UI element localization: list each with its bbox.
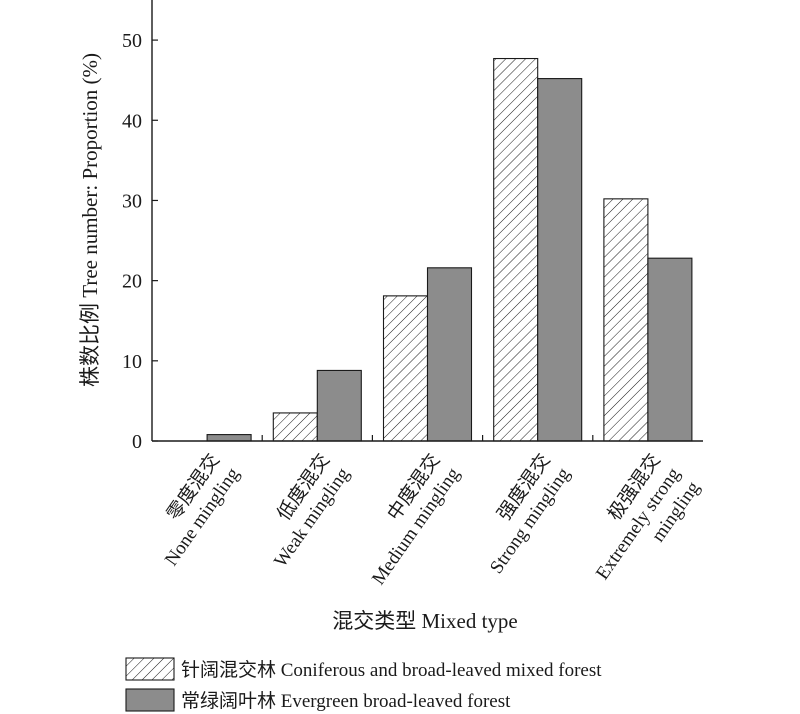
bar-evergreen-forest <box>316 369 362 442</box>
legend-swatch <box>125 657 175 681</box>
y-tick-label: 20 <box>122 271 142 293</box>
y-tick-label: 50 <box>122 30 142 52</box>
legend: 针阔混交林 Coniferous and broad-leaved mixed … <box>125 657 602 712</box>
y-tick-label: 10 <box>122 351 142 373</box>
bar-evergreen-forest <box>206 434 252 442</box>
bar-evergreen-forest <box>537 78 583 442</box>
legend-swatch <box>125 688 175 712</box>
y-tick-label: 40 <box>122 110 142 132</box>
y-tick-label: 0 <box>132 431 142 453</box>
bars-layer <box>206 57 693 442</box>
bar-evergreen-forest <box>426 267 473 442</box>
legend-label: 针阔混交林 Coniferous and broad-leaved mixed … <box>181 659 602 681</box>
bar-mixed-forest <box>493 57 539 442</box>
y-axis-title: 株数比例 Tree number: Proportion (%) <box>78 53 102 387</box>
x-axis-title: 混交类型 Mixed type <box>332 609 517 633</box>
axes-layer: 0 10 20 30 40 50 <box>122 0 703 453</box>
bar-mixed-forest <box>382 295 429 442</box>
bar-mixed-forest <box>603 198 649 442</box>
legend-label: 常绿阔叶林 Evergreen broad-leaved forest <box>181 690 511 712</box>
y-tick-label: 30 <box>122 190 142 212</box>
bar-evergreen-forest <box>647 257 693 442</box>
bar-mixed-forest <box>272 412 318 442</box>
